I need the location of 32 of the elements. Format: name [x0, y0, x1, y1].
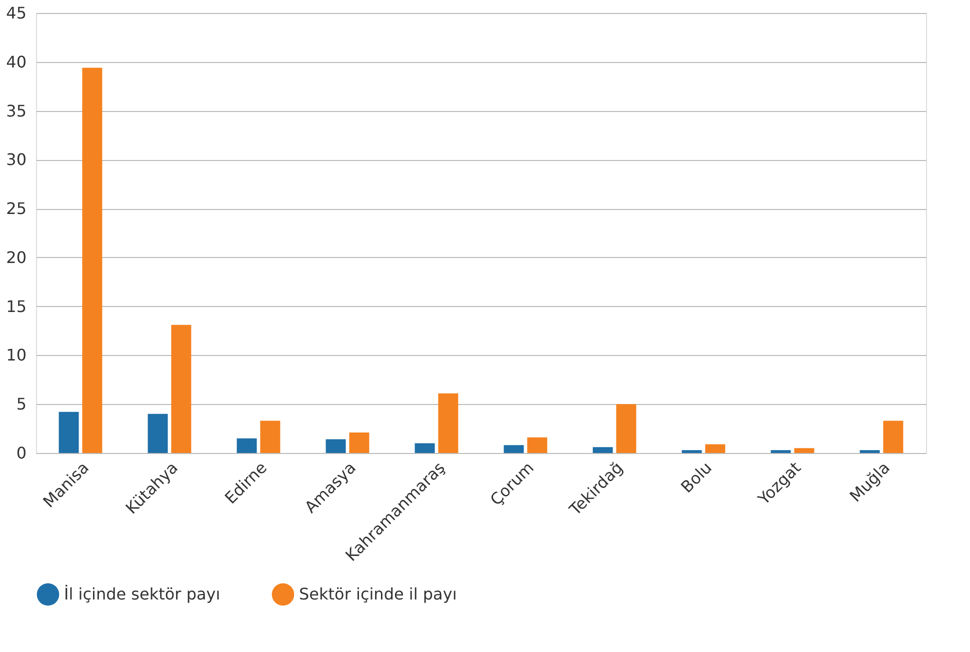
bar	[504, 445, 524, 453]
y-tick-label: 35	[6, 101, 26, 120]
bar	[616, 404, 636, 453]
legend-label: Sektör içinde il payı	[299, 584, 457, 604]
bar	[770, 450, 791, 453]
legend-label: İl içinde sektör payı	[64, 584, 220, 604]
bar	[414, 443, 435, 453]
bar	[58, 412, 79, 453]
bar	[527, 437, 548, 453]
y-tick-label: 25	[6, 199, 26, 218]
bar	[82, 68, 102, 453]
bar	[860, 450, 880, 453]
bar	[592, 447, 613, 453]
y-tick-label: 30	[6, 150, 26, 170]
y-tick-label: 20	[6, 248, 26, 267]
y-tick-label: 10	[6, 346, 26, 365]
bar	[349, 432, 370, 453]
bar	[260, 420, 280, 453]
bar	[705, 444, 726, 453]
bar	[326, 439, 346, 453]
y-tick-label: 45	[6, 4, 26, 22]
bar	[682, 450, 702, 453]
bar	[236, 438, 257, 453]
bar	[438, 393, 458, 453]
y-tick-label: 0	[16, 444, 26, 462]
bar	[883, 420, 904, 453]
y-tick-label: 15	[6, 296, 26, 316]
y-tick-label: 40	[6, 52, 26, 72]
bar	[148, 414, 168, 453]
bar	[171, 324, 192, 453]
bar	[794, 448, 814, 453]
y-tick-label: 5	[16, 394, 26, 414]
